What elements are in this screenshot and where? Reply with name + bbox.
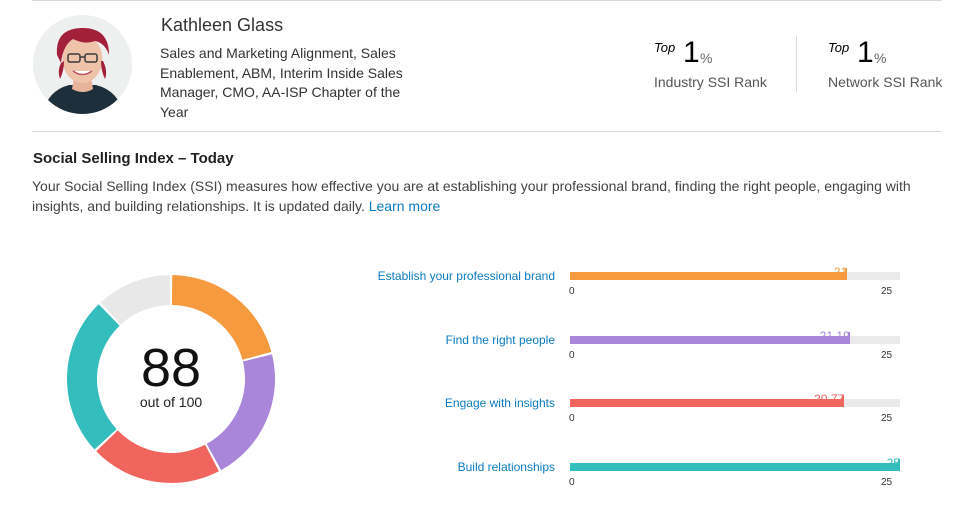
rank-label: Network SSI Rank	[828, 74, 943, 90]
metric-build-relationships: Build relationships 25 0 25	[330, 450, 910, 509]
metric-marker	[845, 268, 848, 280]
metric-value: 21	[833, 265, 848, 279]
metric-track: 21	[570, 265, 900, 280]
ssi-score: 88	[140, 338, 202, 398]
metric-value: 21.19	[819, 329, 850, 343]
learn-more-link[interactable]: Learn more	[368, 198, 441, 214]
metric-professional-brand: Establish your professional brand 21 0 2…	[330, 259, 910, 319]
metric-marker	[847, 332, 850, 344]
profile-divider	[32, 131, 942, 132]
metric-min: 0	[569, 350, 575, 361]
metric-label-link[interactable]: Engage with insights	[444, 396, 555, 410]
donut-remainder	[100, 275, 171, 325]
ssi-section-title: Social Selling Index – Today	[33, 150, 234, 167]
profile-avatar[interactable]	[33, 15, 132, 114]
donut-segment	[67, 304, 120, 450]
donut-segment	[206, 354, 275, 471]
metric-value: 20.77	[814, 392, 845, 406]
donut-segment	[96, 430, 219, 483]
metric-track: 21.19	[570, 329, 900, 344]
metric-max: 25	[881, 286, 893, 297]
rank-divider	[796, 36, 797, 92]
top-divider	[32, 0, 942, 1]
metric-max: 25	[881, 413, 893, 424]
ssi-donut-chart	[67, 275, 275, 483]
metric-fill	[570, 463, 900, 471]
metric-right-people: Find the right people 21.19 0 25	[330, 323, 910, 383]
metric-engage-insights: Engage with insights 20.77 0 25	[330, 386, 910, 446]
rank-value: 1	[857, 36, 874, 69]
metric-max: 25	[881, 350, 893, 361]
metric-value: 25	[886, 456, 900, 470]
metric-min: 0	[569, 413, 575, 424]
metric-track: 20.77	[570, 392, 900, 407]
profile-headline: Sales and Marketing Alignment, Sales Ena…	[160, 45, 403, 120]
ssi-description-text: Your Social Selling Index (SSI) measures…	[32, 178, 911, 214]
rank-percent-sign: %	[874, 50, 887, 66]
metric-marker	[898, 459, 900, 471]
metric-min: 0	[569, 477, 575, 488]
metric-min: 0	[569, 286, 575, 297]
metric-fill	[570, 272, 848, 280]
metric-label-link[interactable]: Establish your professional brand	[377, 269, 555, 283]
rank-top-word: Top	[828, 40, 850, 55]
metric-max: 25	[881, 477, 893, 488]
donut-segment	[171, 275, 272, 360]
metric-track: 25	[570, 456, 900, 471]
metric-fill	[570, 399, 845, 407]
metric-marker	[842, 395, 845, 407]
rank-value: 1	[683, 36, 700, 69]
metric-label-link[interactable]: Build relationships	[457, 460, 555, 474]
rank-label: Industry SSI Rank	[654, 74, 767, 90]
rank-top-word: Top	[654, 40, 676, 55]
ssi-description: Your Social Selling Index (SSI) measures…	[32, 176, 937, 216]
rank-percent-sign: %	[700, 50, 713, 66]
metric-fill	[570, 336, 850, 344]
avatar-photo-icon	[33, 15, 132, 114]
ssi-score-subtitle: out of 100	[139, 394, 203, 410]
metric-label-link[interactable]: Find the right people	[445, 333, 555, 347]
profile-name[interactable]: Kathleen Glass	[161, 15, 284, 35]
